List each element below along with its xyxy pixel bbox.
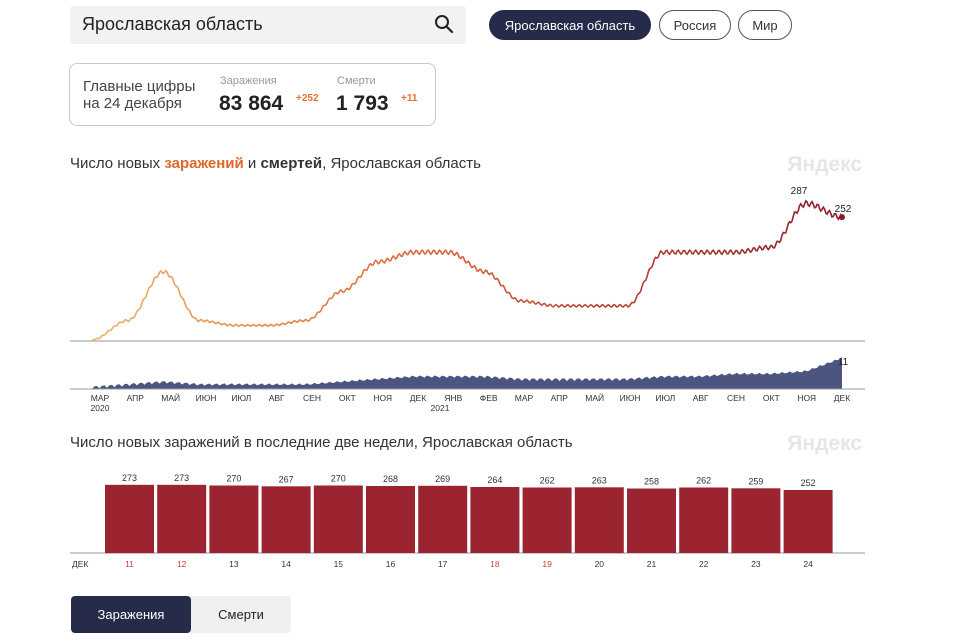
bar-value-label: 269: [435, 474, 450, 484]
deaths-total: 1 793: [336, 92, 389, 115]
key-figures-title: Главные цифры на 24 декабря: [83, 78, 196, 112]
month-label: ИЮЛ: [655, 393, 675, 403]
month-axis: МАР АПР МАЙ ИЮН ИЮЛ АВГ СЕН ОКТ НОЯ ДЕК ЯНВ ФЕВ МАР А…: [91, 392, 850, 403]
month-label: СЕН: [303, 393, 321, 403]
month-label: НОЯ: [373, 393, 392, 403]
month-label: ИЮН: [620, 393, 641, 403]
bar-value-label: 262: [540, 476, 555, 486]
infections-last-label: 252: [835, 204, 852, 215]
bar-value-label: 264: [487, 475, 502, 485]
bar-day-label: 14: [281, 559, 291, 569]
deaths-area: [92, 357, 842, 389]
infections-peak-label: 287: [791, 186, 808, 197]
bar-chart-month-label: ДЕК: [72, 559, 88, 569]
region-button-russia[interactable]: Россия: [659, 10, 731, 40]
bar-day-label: 22: [699, 559, 709, 569]
month-label: АПР: [551, 393, 569, 403]
month-label: ИЮН: [196, 393, 217, 403]
month-label: ОКТ: [339, 393, 356, 403]
bar: [627, 488, 676, 553]
deaths-delta: +11: [401, 93, 418, 104]
bar-day-label: 18: [490, 559, 500, 569]
year-label-2021: 2021: [431, 403, 450, 413]
bar-day-label: 17: [438, 559, 448, 569]
bar-value-label: 252: [801, 478, 816, 488]
month-label: СЕН: [727, 393, 745, 403]
bar-value-label: 267: [279, 474, 294, 484]
bar-day-label: 21: [647, 559, 657, 569]
bar-value-label: 273: [174, 473, 189, 483]
bar: [470, 487, 520, 553]
search-icon[interactable]: [434, 14, 454, 34]
month-label: ДЕК: [410, 393, 426, 403]
bar-value-label: 258: [644, 477, 659, 487]
region-search-field[interactable]: Ярославская область: [70, 6, 466, 44]
yandex-watermark: Яндекс: [787, 153, 862, 176]
bar-day-label: 15: [334, 559, 344, 569]
tab-infections[interactable]: Заражения: [71, 596, 191, 633]
deaths-label: Смерти: [337, 75, 376, 87]
bar-day-label: 11: [125, 559, 134, 569]
month-label: ИЮЛ: [231, 393, 251, 403]
infections-last-point: [839, 214, 845, 221]
month-label: АВГ: [693, 393, 709, 403]
deaths-last-label: 11: [838, 357, 849, 368]
infections-line: [92, 199, 843, 341]
infections-label: Заражения: [220, 75, 277, 87]
month-label: НОЯ: [797, 393, 816, 403]
bar-day-label: 20: [595, 559, 605, 569]
bar: [783, 490, 833, 553]
bar: [366, 486, 415, 553]
search-input[interactable]: Ярославская область: [82, 14, 263, 34]
bar-day-label: 13: [229, 559, 239, 569]
bar: [679, 487, 729, 553]
bars-group: 273 11 273 12 270 13 267 14 270 15 268 16 269 17 264 18…: [105, 473, 833, 569]
month-label: ОКТ: [763, 393, 780, 403]
tab-deaths[interactable]: Смерти: [218, 607, 264, 622]
key-figures-card: Главные цифры на 24 декабря Заражения 83…: [69, 63, 436, 126]
bar-day-label: 12: [177, 559, 187, 569]
region-button-yaroslavl[interactable]: Ярославская область: [489, 10, 651, 40]
bar-value-label: 273: [122, 473, 137, 483]
bar-chart: ДЕК 273112731227013267142701526816269172…: [70, 473, 865, 569]
main-chart: 287 252 11 МАР АПР МАЙ ИЮН ИЮЛ АВГ СЕН ОКТ НОЯ ДЕ…: [70, 186, 865, 413]
bar-day-label: 23: [751, 559, 761, 569]
bar-value-label: 262: [696, 476, 711, 486]
year-label-2020: 2020: [91, 403, 110, 413]
bar: [418, 485, 468, 554]
region-button-world[interactable]: Мир: [738, 10, 792, 40]
bar-day-label: 19: [542, 559, 552, 569]
bar-value-label: 270: [226, 474, 241, 484]
month-label: АВГ: [269, 393, 285, 403]
bar-value-label: 259: [748, 476, 763, 486]
bar: [105, 484, 154, 554]
infections-delta: +252: [296, 93, 319, 104]
month-label: МАЙ: [161, 392, 180, 403]
month-label: МАР: [91, 393, 110, 403]
bar: [313, 485, 363, 553]
bar-value-label: 263: [592, 475, 607, 485]
month-label: АПР: [127, 393, 145, 403]
month-label: ФЕВ: [480, 393, 498, 403]
month-label: МАЙ: [585, 392, 604, 403]
month-label: ЯНВ: [444, 393, 462, 403]
bar: [731, 488, 781, 554]
bar: [209, 485, 259, 553]
bar: [522, 487, 572, 553]
month-label: МАР: [515, 393, 534, 403]
metric-tabs: Заражения Смерти: [71, 596, 291, 633]
bar-day-label: 24: [803, 559, 813, 569]
bar: [261, 486, 311, 554]
bar-chart-title: Число новых заражений в последние две не…: [70, 434, 573, 451]
month-label: ДЕК: [834, 393, 850, 403]
main-chart-title: Число новых заражений и смертей, Ярослав…: [70, 155, 481, 172]
bar-value-label: 268: [383, 474, 398, 484]
bar-day-label: 16: [386, 559, 396, 569]
bar: [157, 484, 207, 554]
yandex-watermark-bars: Яндекс: [787, 432, 862, 455]
bar-value-label: 270: [331, 474, 346, 484]
bar: [574, 487, 624, 554]
infections-total: 83 864: [219, 92, 284, 115]
